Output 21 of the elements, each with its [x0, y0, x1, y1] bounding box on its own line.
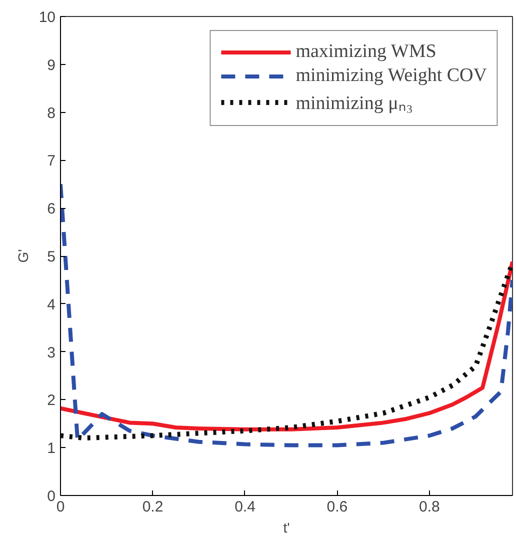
y-tick-label: 3	[47, 344, 56, 362]
y-tick-label: 2	[47, 392, 56, 410]
x-tick-label: 0.4	[234, 498, 256, 516]
y-tick-label: 9	[47, 56, 56, 74]
x-axis-title: t'	[283, 520, 290, 536]
y-tick-label: 0	[47, 488, 56, 505]
legend-label: minimizing Weight COV	[296, 65, 487, 87]
y-tick-label: 10	[38, 9, 56, 26]
y-tick-label: 5	[47, 248, 56, 266]
y-tick-label: 1	[47, 440, 56, 458]
legend-label: maximizing WMS	[296, 41, 436, 63]
y-tick-label: 7	[47, 152, 56, 170]
x-tick-label: 0.2	[142, 498, 164, 516]
y-axis-title: G'	[14, 249, 31, 263]
line-series	[60, 182, 512, 448]
legend-label: minimizing μₙ₃	[296, 92, 413, 115]
y-tick-label: 4	[47, 296, 56, 314]
x-tick-label: 0.6	[326, 498, 348, 516]
x-tick-label: 0.8	[419, 498, 440, 516]
y-tick-label: 6	[47, 200, 56, 218]
y-tick-label: 8	[47, 104, 56, 122]
